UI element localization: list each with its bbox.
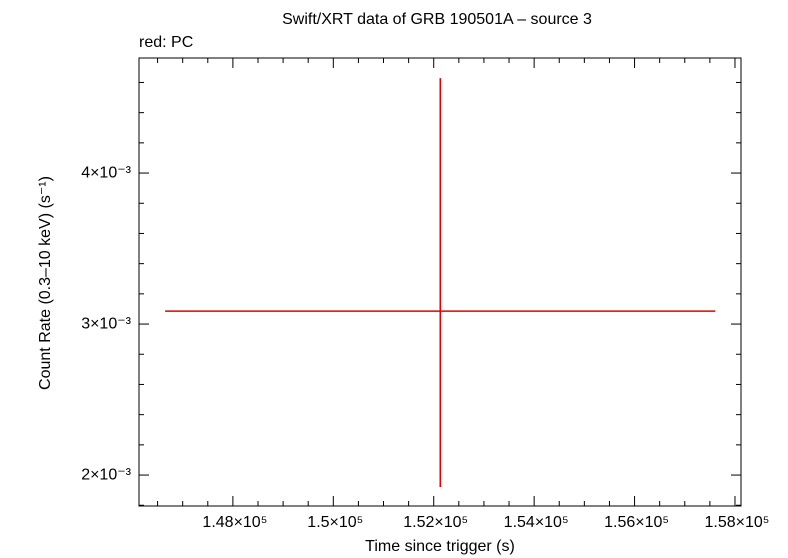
x-axis-label: Time since trigger (s)	[365, 538, 515, 555]
chart-subtitle: red: PC	[139, 34, 193, 51]
x-tick-label: 1.58×10⁵	[705, 514, 770, 531]
x-tick-label: 1.56×10⁵	[604, 514, 669, 531]
plot-frame	[138, 57, 742, 507]
y-axis-label: Count Rate (0.3–10 keV) (s⁻¹)	[37, 176, 54, 390]
y-tick-label: 3×10⁻³	[81, 315, 131, 332]
chart-title: Swift/XRT data of GRB 190501A – source 3	[282, 11, 592, 28]
x-tick-label: 1.52×10⁵	[403, 514, 468, 531]
x-tick-label: 1.48×10⁵	[202, 514, 267, 531]
x-tick-label: 1.5×10⁵	[307, 514, 363, 531]
y-tick-label: 4×10⁻³	[81, 164, 131, 181]
x-tick-label: 1.54×10⁵	[504, 514, 569, 531]
y-tick-label: 2×10⁻³	[81, 466, 131, 483]
